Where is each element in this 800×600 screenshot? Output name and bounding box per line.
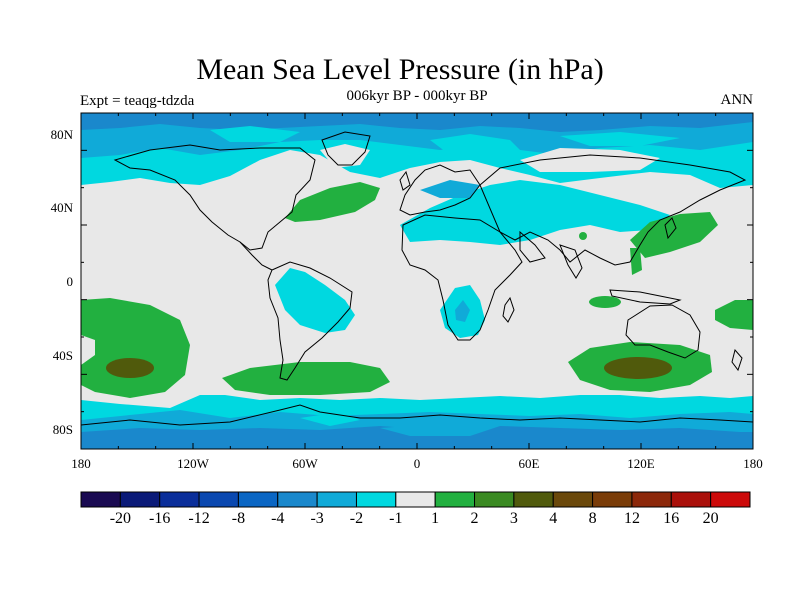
- antarctica-mid-patch: [380, 424, 500, 436]
- colorbar-swatch: [710, 491, 751, 508]
- page-title: Mean Sea Level Pressure (in hPa): [196, 53, 604, 86]
- lon-label: 180: [743, 456, 763, 471]
- colorbar-label: 12: [624, 510, 640, 527]
- colorbar-swatch: [513, 491, 554, 508]
- colorbar-labels: -20 -16 -12 -8 -4 -3 -2 -1 1 2 3 4 8 12 16 20: [110, 510, 719, 527]
- south-africa-mid-blue: [455, 300, 470, 322]
- map-field: [81, 113, 753, 449]
- west-pacific-green: [630, 212, 718, 258]
- greenland-neutral-patch: [320, 144, 370, 168]
- colorbar-swatch: [395, 491, 436, 508]
- coast-madagascar: [502, 296, 515, 323]
- colorbar-label: 1: [431, 510, 439, 527]
- colorbar-label: 3: [510, 510, 518, 527]
- lon-label: 120E: [627, 456, 655, 471]
- coast-australia: [625, 304, 701, 359]
- axis-ticks: [80, 112, 754, 450]
- colorbar-swatch: [474, 491, 515, 508]
- tibet-green: [579, 232, 587, 240]
- coast-indonesia: [609, 289, 682, 305]
- coast-asia: [479, 154, 747, 266]
- lon-label: 180: [71, 456, 91, 471]
- west-pacific-green-2: [630, 248, 642, 275]
- antarctica-blue: [81, 426, 753, 449]
- longitude-labels: 180 120W 60W 0 60E 120E 180: [71, 456, 763, 471]
- coast-arabia: [519, 230, 546, 263]
- coast-north-america: [113, 144, 316, 251]
- colorbar-swatch: [198, 491, 239, 508]
- coastlines: [81, 131, 753, 426]
- coast-india: [559, 244, 583, 279]
- colorbar-label: -12: [188, 510, 209, 527]
- colorbar-swatch: [355, 491, 397, 508]
- south-atlantic-green: [222, 362, 390, 395]
- south-pacific-green: [81, 298, 190, 398]
- colorbar-swatch: [159, 491, 200, 508]
- colorbar-label: -3: [310, 510, 323, 527]
- coast-antarctica: [81, 404, 753, 426]
- lon-label: 120W: [177, 456, 210, 471]
- colorbar-label: 2: [471, 510, 479, 527]
- siberia-neutral-patch: [520, 148, 660, 172]
- latitude-labels: 80N 40N 0 40S 80S: [51, 127, 74, 437]
- coast-new-zealand: [731, 348, 743, 372]
- lat-label: 0: [67, 274, 74, 289]
- colorbar-swatch: [277, 491, 318, 508]
- colorbar-swatch: [119, 491, 161, 508]
- south-america-light-blue: [275, 268, 355, 333]
- north-atlantic-green: [285, 182, 380, 222]
- colorbar-label: 16: [663, 510, 679, 527]
- colorbar-label: -4: [271, 510, 284, 527]
- colorbar-swatch: [592, 491, 633, 508]
- lat-label: 80S: [53, 422, 73, 437]
- lon-label: 60E: [519, 456, 540, 471]
- colorbar-swatch: [237, 491, 279, 508]
- colorbar-swatch: [631, 491, 672, 508]
- south-pacific-olive: [106, 358, 154, 378]
- coast-africa: [401, 214, 523, 341]
- coast-europe: [399, 164, 481, 216]
- lat-label: 40S: [53, 348, 73, 363]
- colorbar-label: -20: [110, 510, 131, 527]
- colorbar-label: -1: [389, 510, 402, 527]
- indian-ocean-olive: [604, 357, 672, 379]
- lat-label: 80N: [51, 127, 74, 142]
- season-label: ANN: [720, 92, 754, 108]
- arctic-light-patch-3: [560, 132, 680, 146]
- lat-label: 40N: [51, 200, 74, 215]
- maritime-green: [589, 296, 621, 308]
- colorbar-swatch: [434, 491, 476, 508]
- tasman-green: [715, 300, 753, 330]
- colorbar-label: 20: [703, 510, 719, 527]
- colorbar: [80, 491, 751, 508]
- experiment-label: Expt = teaqg-tdzda: [80, 93, 195, 109]
- lon-label: 0: [414, 456, 421, 471]
- lon-label: 60W: [292, 456, 318, 471]
- colorbar-label: 4: [549, 510, 557, 527]
- coast-central-america: [239, 241, 273, 271]
- coast-japan: [664, 217, 677, 240]
- map-subtitle: 006kyr BP - 000kyr BP: [346, 88, 488, 104]
- coast-greenland: [321, 131, 371, 166]
- colorbar-label: 8: [589, 510, 597, 527]
- colorbar-swatch: [80, 491, 121, 508]
- coast-uk: [399, 170, 411, 191]
- colorbar-swatch: [552, 491, 594, 508]
- coast-south-america: [267, 261, 353, 381]
- colorbar-label: -2: [350, 510, 363, 527]
- arctic-light-patch: [430, 134, 520, 158]
- arctic-light-patch-2: [210, 126, 300, 142]
- eurasia-mid-blue: [420, 180, 480, 198]
- colorbar-label: -8: [232, 510, 245, 527]
- colorbar-swatch: [670, 491, 712, 508]
- colorbar-label: -16: [149, 510, 170, 527]
- colorbar-swatch: [316, 491, 357, 508]
